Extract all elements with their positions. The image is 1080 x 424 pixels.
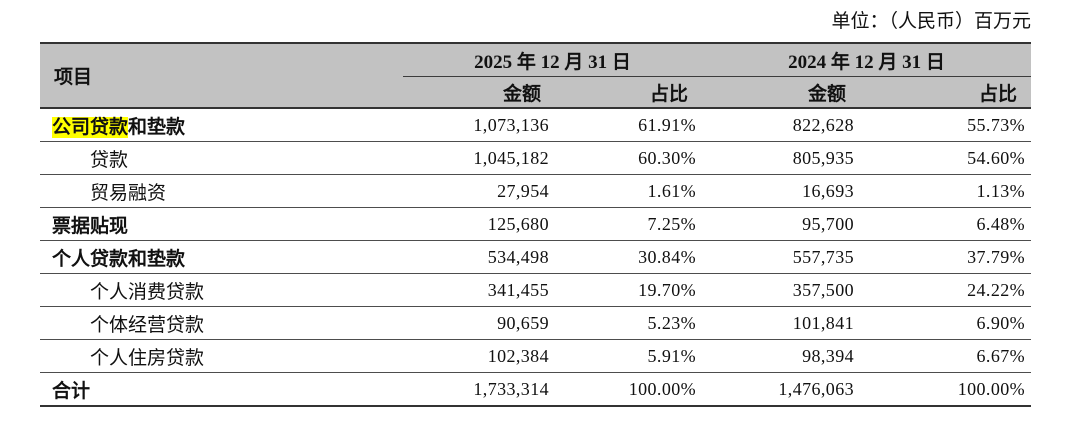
- amount-2025-cell: 27,954: [403, 174, 555, 208]
- amount-2025-cell: 341,455: [403, 273, 555, 307]
- row-label: 票据贴现: [40, 207, 403, 241]
- amount-2024-cell: 557,735: [702, 240, 861, 274]
- pct-2025-cell: 100.00%: [555, 372, 703, 407]
- row-label: 个人住房贷款: [40, 339, 403, 373]
- subheader-pct-2024: 占比: [860, 76, 1032, 108]
- row-label: 贷款: [40, 141, 403, 175]
- subheader-pct-2025: 占比: [555, 76, 703, 108]
- amount-2025-cell: 90,659: [403, 306, 555, 340]
- pct-2025-cell: 5.91%: [555, 339, 703, 373]
- table-row-loans: 贷款 1,045,182 60.30% 805,935 54.60%: [40, 141, 1032, 175]
- pct-2025-cell: 19.70%: [555, 273, 703, 307]
- row-label: 个人贷款和垫款: [40, 240, 403, 274]
- pct-2024-cell: 6.90%: [860, 306, 1032, 340]
- table-row-personal-business-loans: 个体经营贷款 90,659 5.23% 101,841 6.90%: [40, 306, 1032, 340]
- table-row-corporate-loans: 公司贷款和垫款 1,073,136 61.91% 822,628 55.73%: [40, 107, 1032, 142]
- pct-2025-cell: 5.23%: [555, 306, 703, 340]
- table-header: 项目 2025 年 12 月 31 日 2024 年 12 月 31 日 金额 …: [40, 43, 1032, 108]
- pct-2024-cell: 54.60%: [860, 141, 1032, 175]
- amount-2024-cell: 357,500: [702, 273, 861, 307]
- pct-2024-cell: 6.67%: [860, 339, 1032, 373]
- table-row-personal-loans: 个人贷款和垫款 534,498 30.84% 557,735 37.79%: [40, 240, 1032, 274]
- amount-2025-cell: 534,498: [403, 240, 555, 274]
- amount-2025-cell: 125,680: [403, 207, 555, 241]
- table-row-personal-consumption-loans: 个人消费贷款 341,455 19.70% 357,500 24.22%: [40, 273, 1032, 307]
- pct-2024-cell: 55.73%: [860, 107, 1032, 142]
- pct-2025-cell: 7.25%: [555, 207, 703, 241]
- row-label: 个体经营贷款: [40, 306, 403, 340]
- subheader-amount-2024: 金额: [702, 76, 861, 108]
- pct-2025-cell: 30.84%: [555, 240, 703, 274]
- amount-2024-cell: 805,935: [702, 141, 861, 175]
- pct-2024-cell: 24.22%: [860, 273, 1032, 307]
- pct-2024-cell: 6.48%: [860, 207, 1032, 241]
- pct-2025-cell: 60.30%: [555, 141, 703, 175]
- amount-2025-cell: 1,045,182: [403, 141, 555, 175]
- amount-2024-cell: 101,841: [702, 306, 861, 340]
- loan-breakdown-table: 项目 2025 年 12 月 31 日 2024 年 12 月 31 日 金额 …: [40, 42, 1032, 407]
- table-row-discounted-bills: 票据贴现 125,680 7.25% 95,700 6.48%: [40, 207, 1032, 241]
- amount-2024-cell: 16,693: [702, 174, 861, 208]
- col-header-2025: 2025 年 12 月 31 日: [403, 43, 703, 77]
- table-row-personal-housing-loans: 个人住房贷款 102,384 5.91% 98,394 6.67%: [40, 339, 1032, 373]
- highlight-mark: 公司贷款: [52, 116, 129, 138]
- subheader-amount-2025: 金额: [403, 76, 555, 108]
- table-row-total: 合计 1,733,314 100.00% 1,476,063 100.00%: [40, 372, 1032, 407]
- row-label: 贸易融资: [40, 174, 403, 208]
- row-label: 个人消费贷款: [40, 273, 403, 307]
- unit-note: 单位：（人民币）百万元: [831, 11, 1031, 32]
- col-header-item: 项目: [40, 43, 403, 108]
- amount-2024-cell: 98,394: [702, 339, 861, 373]
- pct-2025-cell: 61.91%: [555, 107, 703, 142]
- pct-2024-cell: 37.79%: [860, 240, 1032, 274]
- pct-2024-cell: 100.00%: [860, 372, 1032, 407]
- table-row-trade-finance: 贸易融资 27,954 1.61% 16,693 1.13%: [40, 174, 1032, 208]
- row-label-text: 和垫款: [128, 116, 186, 138]
- pct-2025-cell: 1.61%: [555, 174, 703, 208]
- row-label: 公司贷款和垫款: [40, 107, 403, 142]
- amount-2025-cell: 102,384: [403, 339, 555, 373]
- row-label: 合计: [40, 372, 403, 407]
- amount-2024-cell: 1,476,063: [702, 372, 861, 407]
- amount-2025-cell: 1,733,314: [403, 372, 555, 407]
- amount-2024-cell: 822,628: [702, 107, 861, 142]
- amount-2024-cell: 95,700: [702, 207, 861, 241]
- col-header-2024: 2024 年 12 月 31 日: [702, 43, 1032, 77]
- pct-2024-cell: 1.13%: [860, 174, 1032, 208]
- amount-2025-cell: 1,073,136: [403, 107, 555, 142]
